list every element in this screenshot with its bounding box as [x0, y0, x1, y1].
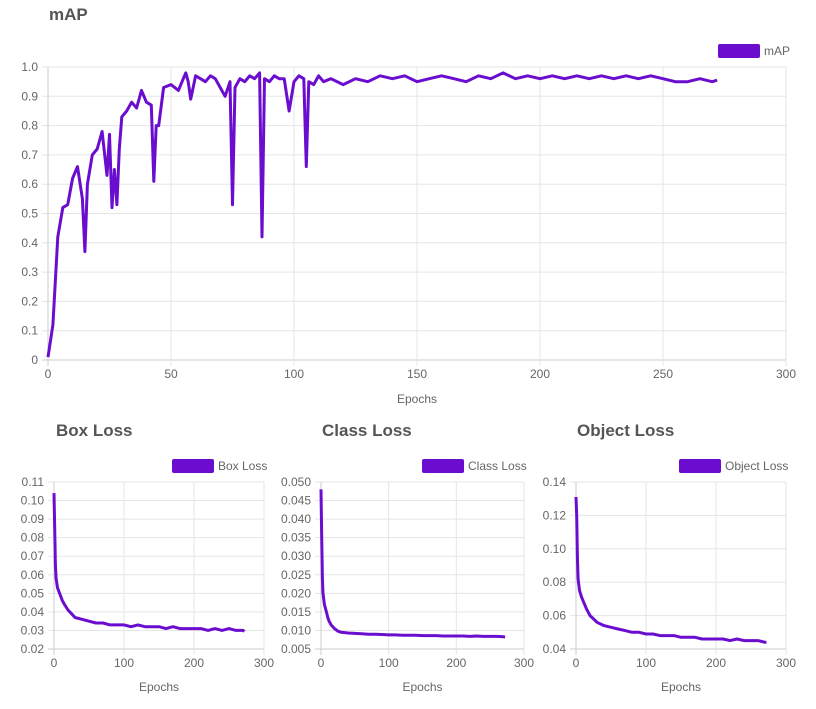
box-ytick-label: 0.07 — [21, 549, 45, 563]
class-series-line — [319, 489, 506, 639]
map-ytick-label: 0 — [31, 353, 38, 367]
box-ytick-label: 0.03 — [21, 623, 45, 637]
object-ytick-label: 0.12 — [543, 508, 567, 522]
object-ytick-label: 0.04 — [543, 642, 567, 656]
box-legend-swatch[interactable] — [172, 459, 214, 473]
map-xtick-label: 100 — [284, 367, 304, 381]
box-xtick-label: 100 — [114, 656, 134, 670]
map-xtick-label: 150 — [407, 367, 427, 381]
class-ytick-label: 0.010 — [281, 623, 311, 637]
object-xtick-label: 0 — [573, 656, 580, 670]
object-loss-chart-title: Object Loss — [577, 421, 675, 440]
class-ytick-label: 0.040 — [281, 512, 311, 526]
object-ytick-label: 0.10 — [543, 542, 567, 556]
class-ytick-label: 0.035 — [281, 531, 311, 545]
class-xtick-label: 0 — [318, 656, 325, 670]
object-xtick-label: 200 — [706, 656, 726, 670]
object-ytick-label: 0.06 — [543, 609, 567, 623]
class-xaxis-label: Epochs — [402, 680, 442, 694]
object-ytick-label: 0.08 — [543, 575, 567, 589]
map-ytick-label: 0.7 — [21, 148, 38, 162]
class-ytick-label: 0.020 — [281, 586, 311, 600]
object-xaxis-label: Epochs — [661, 680, 701, 694]
map-ytick-label: 0.9 — [21, 89, 38, 103]
map-ytick-label: 0.1 — [21, 324, 38, 338]
class-xtick-label: 300 — [514, 656, 534, 670]
object-series-line — [574, 496, 767, 644]
map-ytick-label: 0.2 — [21, 294, 38, 308]
map-xtick-label: 300 — [776, 367, 796, 381]
class-ytick-label: 0.030 — [281, 549, 311, 563]
box-xtick-label: 0 — [51, 656, 58, 670]
box-ytick-label: 0.11 — [22, 475, 45, 489]
box-legend-label[interactable]: Box Loss — [218, 459, 267, 473]
box-xaxis-label: Epochs — [139, 680, 179, 694]
map-legend-swatch[interactable] — [718, 44, 760, 58]
class-ytick-label: 0.025 — [281, 568, 311, 582]
class-xtick-label: 200 — [446, 656, 466, 670]
box-loss-chart-title: Box Loss — [56, 421, 133, 440]
class-legend-swatch[interactable] — [422, 459, 464, 473]
map-xtick-label: 0 — [45, 367, 52, 381]
map-chart-title: mAP — [49, 5, 88, 24]
map-legend-label[interactable]: mAP — [764, 44, 790, 58]
object-ytick-label: 0.14 — [543, 475, 567, 489]
box-xtick-label: 200 — [184, 656, 204, 670]
box-series-line — [52, 493, 246, 633]
object-legend-label[interactable]: Object Loss — [725, 459, 788, 473]
map-xtick-label: 250 — [653, 367, 673, 381]
class-ytick-label: 0.050 — [281, 475, 311, 489]
class-loss-chart-title: Class Loss — [322, 421, 412, 440]
box-ytick-label: 0.05 — [21, 586, 45, 600]
map-ytick-label: 0.3 — [21, 265, 38, 279]
map-ytick-label: 0.6 — [21, 177, 38, 191]
map-ytick-label: 0.4 — [21, 236, 38, 250]
class-ytick-label: 0.045 — [281, 494, 311, 508]
class-ytick-label: 0.015 — [281, 605, 311, 619]
box-xtick-label: 300 — [254, 656, 274, 670]
class-ytick-label: 0.005 — [281, 642, 311, 656]
class-legend-label[interactable]: Class Loss — [468, 459, 527, 473]
class-xtick-label: 100 — [379, 656, 399, 670]
map-xtick-label: 200 — [530, 367, 550, 381]
map-ytick-label: 0.8 — [21, 119, 38, 133]
map-ytick-label: 1.0 — [21, 60, 38, 74]
map-series-line — [46, 71, 718, 358]
object-xtick-label: 100 — [636, 656, 656, 670]
map-ytick-label: 0.5 — [21, 207, 38, 221]
box-ytick-label: 0.06 — [21, 568, 45, 582]
box-ytick-label: 0.04 — [21, 605, 45, 619]
box-ytick-label: 0.02 — [21, 642, 45, 656]
map-xtick-label: 50 — [164, 367, 178, 381]
box-ytick-label: 0.10 — [21, 494, 45, 508]
box-ytick-label: 0.08 — [21, 531, 45, 545]
object-legend-swatch[interactable] — [679, 459, 721, 473]
box-ytick-label: 0.09 — [21, 512, 45, 526]
map-xaxis-label: Epochs — [397, 392, 437, 406]
object-xtick-label: 300 — [776, 656, 796, 670]
